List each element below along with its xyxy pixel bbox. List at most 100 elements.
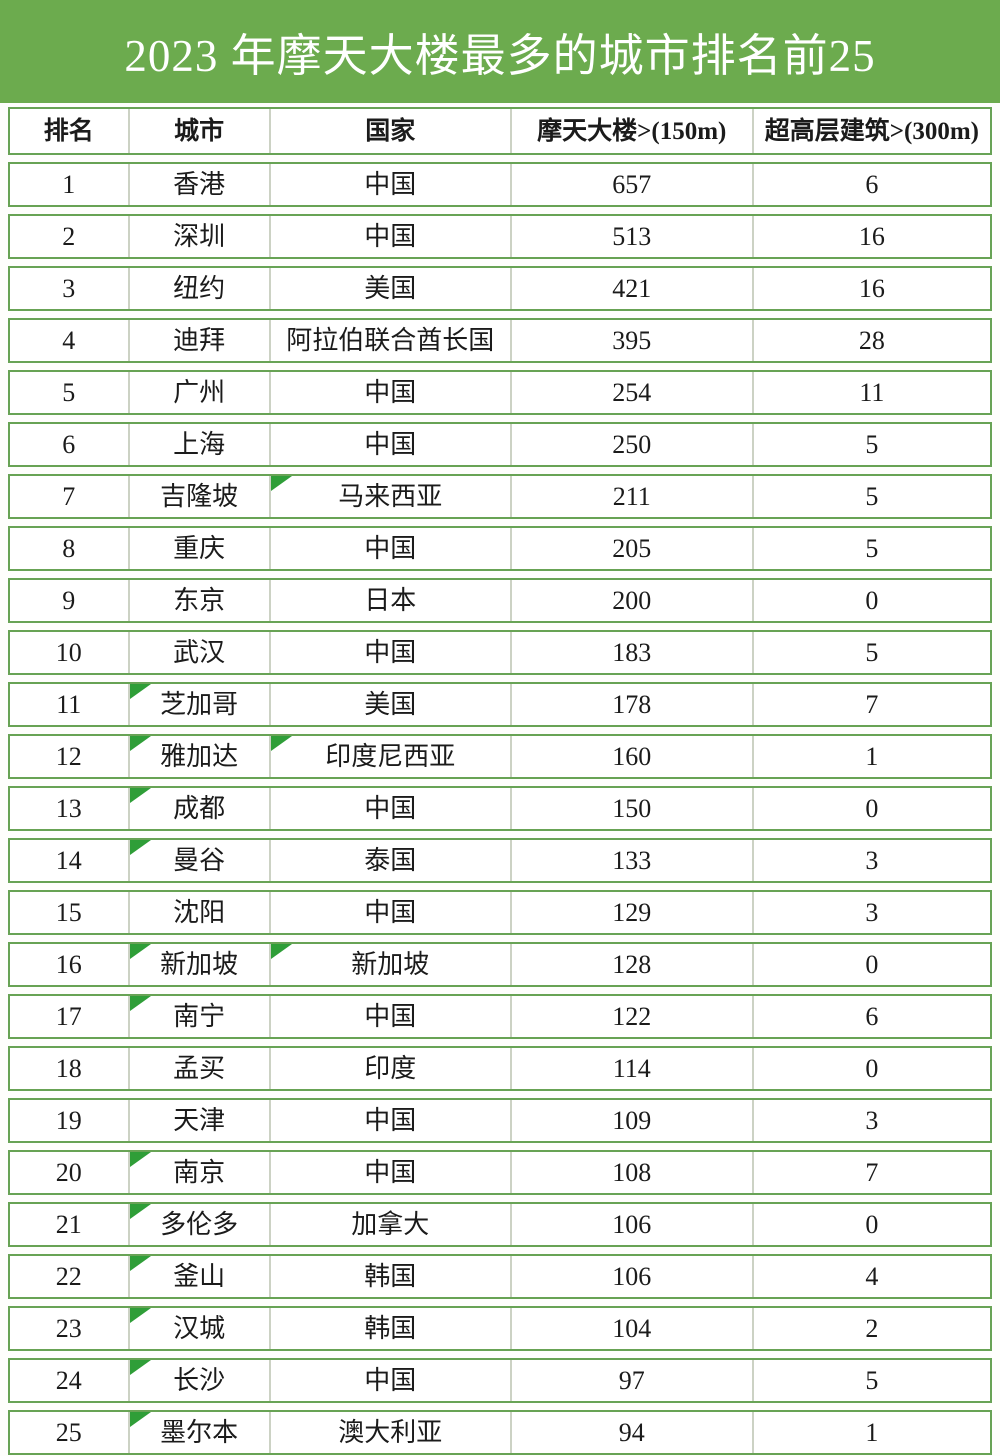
skyscraper-count-cell: 254 bbox=[512, 372, 754, 413]
rank-cell: 24 bbox=[10, 1360, 130, 1401]
rank-value: 18 bbox=[55, 1053, 82, 1083]
rank-cell: 6 bbox=[10, 424, 130, 465]
skyscraper-count-cell: 421 bbox=[512, 268, 754, 309]
skyscraper-count-value: 183 bbox=[612, 637, 652, 667]
country-value: 美国 bbox=[364, 689, 417, 719]
supertall-count-cell: 6 bbox=[754, 164, 990, 205]
supertall-count-cell: 0 bbox=[754, 1204, 990, 1245]
city-cell: 釜山 bbox=[129, 1256, 271, 1297]
city-cell: 广州 bbox=[130, 372, 271, 413]
country-cell: 阿拉伯联合酋长国 bbox=[271, 320, 512, 361]
country-value: 中国 bbox=[364, 377, 417, 407]
supertall-count-value: 4 bbox=[865, 1261, 879, 1291]
supertall-count-value: 7 bbox=[865, 1157, 879, 1187]
table-row: 13 成都 中国 150 0 bbox=[8, 786, 992, 831]
country-cell: 印度尼西亚 bbox=[270, 736, 512, 777]
table-row: 9 东京 日本 200 0 bbox=[8, 578, 992, 623]
supertall-count-value: 6 bbox=[865, 169, 879, 199]
table-header-row: 排名 城市 国家 摩天大楼>(150m) 超高层建筑>(300m) bbox=[8, 107, 992, 155]
city-cell: 吉隆坡 bbox=[130, 476, 271, 517]
country-cell: 澳大利亚 bbox=[271, 1412, 512, 1453]
rank-value: 25 bbox=[55, 1417, 82, 1447]
skyscraper-count-cell: 97 bbox=[512, 1360, 754, 1401]
rank-cell: 18 bbox=[10, 1048, 130, 1089]
title-bar: 2023 年摩天大楼最多的城市排名前25 bbox=[0, 0, 1000, 103]
city-cell: 南京 bbox=[129, 1152, 271, 1193]
skyscraper-count-cell: 513 bbox=[512, 216, 754, 257]
table-row: 3 纽约 美国 421 16 bbox=[8, 266, 992, 311]
skyscraper-count-cell: 109 bbox=[512, 1100, 754, 1141]
skyscraper-count-cell: 395 bbox=[512, 320, 754, 361]
country-value: 美国 bbox=[364, 273, 417, 303]
city-cell: 新加坡 bbox=[129, 944, 271, 985]
skyscraper-count-cell: 122 bbox=[512, 996, 754, 1037]
skyscraper-count-cell: 200 bbox=[512, 580, 754, 621]
city-cell: 墨尔本 bbox=[129, 1412, 271, 1453]
table-row: 7 吉隆坡 马来西亚 211 5 bbox=[8, 474, 992, 519]
rank-cell: 3 bbox=[10, 268, 130, 309]
country-cell: 中国 bbox=[271, 1152, 512, 1193]
skyscraper-count-value: 133 bbox=[612, 845, 652, 875]
city-cell: 长沙 bbox=[129, 1360, 271, 1401]
supertall-count-cell: 0 bbox=[754, 944, 990, 985]
country-cell: 中国 bbox=[271, 996, 512, 1037]
rank-value: 13 bbox=[55, 793, 82, 823]
supertall-count-cell: 5 bbox=[754, 424, 990, 465]
city-value: 新加坡 bbox=[160, 949, 239, 979]
rank-cell: 2 bbox=[10, 216, 130, 257]
country-cell: 中国 bbox=[271, 1360, 512, 1401]
skyscraper-count-cell: 108 bbox=[512, 1152, 754, 1193]
country-value: 印度 bbox=[364, 1053, 417, 1083]
country-cell: 中国 bbox=[271, 632, 512, 673]
country-cell: 马来西亚 bbox=[270, 476, 512, 517]
city-cell: 曼谷 bbox=[129, 840, 271, 881]
country-value: 中国 bbox=[364, 221, 417, 251]
table-row: 23 汉城 韩国 104 2 bbox=[8, 1306, 992, 1351]
supertall-count-cell: 0 bbox=[754, 580, 990, 621]
supertall-count-cell: 7 bbox=[754, 684, 990, 725]
skyscraper-count-cell: 183 bbox=[512, 632, 754, 673]
skyscraper-count-cell: 150 bbox=[512, 788, 754, 829]
skyscraper-count-value: 421 bbox=[612, 273, 652, 303]
header-skyscrapers: 摩天大楼>(150m) bbox=[512, 109, 754, 153]
skyscraper-count-cell: 106 bbox=[512, 1204, 754, 1245]
supertall-count-value: 3 bbox=[865, 897, 879, 927]
country-cell: 美国 bbox=[271, 268, 512, 309]
skyscraper-count-cell: 211 bbox=[512, 476, 754, 517]
table-row: 24 长沙 中国 97 5 bbox=[8, 1358, 992, 1403]
skyscraper-count-value: 250 bbox=[612, 429, 652, 459]
table-row: 25 墨尔本 澳大利亚 94 1 bbox=[8, 1410, 992, 1455]
rank-cell: 8 bbox=[10, 528, 130, 569]
corner-marker-icon bbox=[270, 736, 292, 751]
supertall-count-cell: 3 bbox=[754, 840, 990, 881]
table-row: 17 南宁 中国 122 6 bbox=[8, 994, 992, 1039]
country-cell: 中国 bbox=[271, 372, 512, 413]
city-value: 武汉 bbox=[173, 637, 226, 667]
supertall-count-value: 5 bbox=[865, 429, 879, 459]
table-row: 22 釜山 韩国 106 4 bbox=[8, 1254, 992, 1299]
supertall-count-cell: 28 bbox=[754, 320, 990, 361]
supertall-count-value: 6 bbox=[865, 1001, 879, 1031]
skyscraper-count-cell: 106 bbox=[512, 1256, 754, 1297]
table-row: 8 重庆 中国 205 5 bbox=[8, 526, 992, 571]
skyscraper-count-value: 106 bbox=[612, 1261, 652, 1291]
rank-value: 14 bbox=[55, 845, 82, 875]
city-cell: 芝加哥 bbox=[129, 684, 271, 725]
table-row: 16 新加坡 新加坡 128 0 bbox=[8, 942, 992, 987]
corner-marker-icon bbox=[129, 736, 151, 751]
country-value: 阿拉伯联合酋长国 bbox=[286, 325, 495, 355]
rank-cell: 4 bbox=[10, 320, 130, 361]
corner-marker-icon bbox=[129, 1256, 151, 1271]
rank-cell: 22 bbox=[10, 1256, 130, 1297]
supertall-count-value: 0 bbox=[865, 1053, 879, 1083]
corner-marker-icon bbox=[129, 1308, 151, 1323]
rank-value: 10 bbox=[55, 637, 82, 667]
rank-value: 2 bbox=[62, 221, 76, 251]
rank-cell: 20 bbox=[10, 1152, 130, 1193]
country-value: 中国 bbox=[364, 897, 417, 927]
country-value: 中国 bbox=[364, 1365, 417, 1395]
city-cell: 孟买 bbox=[130, 1048, 271, 1089]
rank-value: 21 bbox=[55, 1209, 82, 1239]
rank-value: 22 bbox=[55, 1261, 82, 1291]
city-value: 深圳 bbox=[173, 221, 226, 251]
